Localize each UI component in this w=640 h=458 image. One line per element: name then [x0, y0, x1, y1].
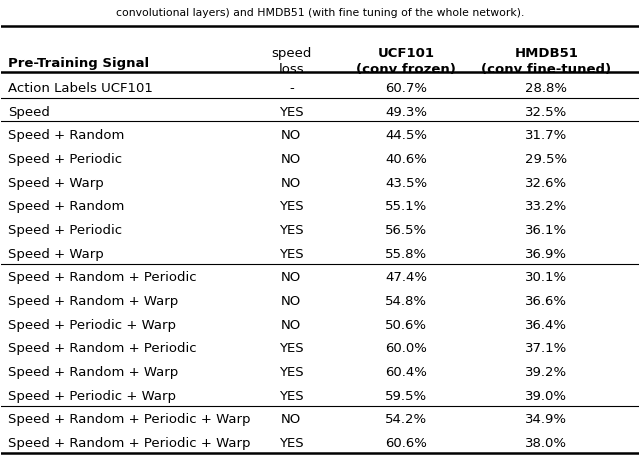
Text: 60.0%: 60.0% [385, 342, 427, 355]
Text: 32.6%: 32.6% [525, 176, 567, 190]
Text: 30.1%: 30.1% [525, 271, 567, 284]
Text: Speed + Random + Periodic + Warp: Speed + Random + Periodic + Warp [8, 437, 250, 450]
Text: 49.3%: 49.3% [385, 105, 427, 119]
Text: UCF101
(conv frozen): UCF101 (conv frozen) [356, 47, 456, 76]
Text: NO: NO [281, 413, 301, 426]
Text: 54.2%: 54.2% [385, 413, 427, 426]
Text: 32.5%: 32.5% [525, 105, 567, 119]
Text: Speed + Random + Periodic: Speed + Random + Periodic [8, 342, 196, 355]
Text: Speed + Periodic + Warp: Speed + Periodic + Warp [8, 319, 176, 332]
Text: Speed + Periodic: Speed + Periodic [8, 224, 122, 237]
Text: 39.2%: 39.2% [525, 366, 567, 379]
Text: NO: NO [281, 129, 301, 142]
Text: 31.7%: 31.7% [525, 129, 567, 142]
Text: Speed + Warp: Speed + Warp [8, 176, 104, 190]
Text: 43.5%: 43.5% [385, 176, 427, 190]
Text: 36.6%: 36.6% [525, 295, 567, 308]
Text: NO: NO [281, 319, 301, 332]
Text: 60.7%: 60.7% [385, 82, 427, 95]
Text: -: - [289, 82, 294, 95]
Text: 37.1%: 37.1% [525, 342, 567, 355]
Text: 44.5%: 44.5% [385, 129, 427, 142]
Text: Speed: Speed [8, 105, 50, 119]
Text: NO: NO [281, 153, 301, 166]
Text: 40.6%: 40.6% [385, 153, 427, 166]
Text: 60.6%: 60.6% [385, 437, 427, 450]
Text: 36.4%: 36.4% [525, 319, 567, 332]
Text: Speed + Periodic: Speed + Periodic [8, 153, 122, 166]
Text: speed
loss: speed loss [271, 47, 312, 76]
Text: NO: NO [281, 295, 301, 308]
Text: Speed + Random + Warp: Speed + Random + Warp [8, 366, 178, 379]
Text: NO: NO [281, 176, 301, 190]
Text: Speed + Warp: Speed + Warp [8, 247, 104, 261]
Text: 47.4%: 47.4% [385, 271, 427, 284]
Text: Speed + Random + Warp: Speed + Random + Warp [8, 295, 178, 308]
Text: convolutional layers) and HMDB51 (with fine tuning of the whole network).: convolutional layers) and HMDB51 (with f… [116, 8, 524, 18]
Text: 36.1%: 36.1% [525, 224, 567, 237]
Text: 50.6%: 50.6% [385, 319, 427, 332]
Text: Speed + Random + Periodic: Speed + Random + Periodic [8, 271, 196, 284]
Text: 55.1%: 55.1% [385, 200, 427, 213]
Text: 29.5%: 29.5% [525, 153, 567, 166]
Text: YES: YES [279, 105, 303, 119]
Text: YES: YES [279, 366, 303, 379]
Text: Pre-Training Signal: Pre-Training Signal [8, 57, 149, 70]
Text: HMDB51
(conv fine-tuned): HMDB51 (conv fine-tuned) [481, 47, 611, 76]
Text: Speed + Random: Speed + Random [8, 200, 124, 213]
Text: 56.5%: 56.5% [385, 224, 427, 237]
Text: YES: YES [279, 247, 303, 261]
Text: 60.4%: 60.4% [385, 366, 427, 379]
Text: YES: YES [279, 437, 303, 450]
Text: 38.0%: 38.0% [525, 437, 567, 450]
Text: 28.8%: 28.8% [525, 82, 567, 95]
Text: YES: YES [279, 342, 303, 355]
Text: 39.0%: 39.0% [525, 390, 567, 403]
Text: 55.8%: 55.8% [385, 247, 427, 261]
Text: 36.9%: 36.9% [525, 247, 567, 261]
Text: 34.9%: 34.9% [525, 413, 567, 426]
Text: Speed + Random: Speed + Random [8, 129, 124, 142]
Text: 59.5%: 59.5% [385, 390, 427, 403]
Text: Action Labels UCF101: Action Labels UCF101 [8, 82, 152, 95]
Text: YES: YES [279, 390, 303, 403]
Text: YES: YES [279, 224, 303, 237]
Text: 54.8%: 54.8% [385, 295, 427, 308]
Text: NO: NO [281, 271, 301, 284]
Text: Speed + Random + Periodic + Warp: Speed + Random + Periodic + Warp [8, 413, 250, 426]
Text: YES: YES [279, 200, 303, 213]
Text: 33.2%: 33.2% [525, 200, 567, 213]
Text: Speed + Periodic + Warp: Speed + Periodic + Warp [8, 390, 176, 403]
